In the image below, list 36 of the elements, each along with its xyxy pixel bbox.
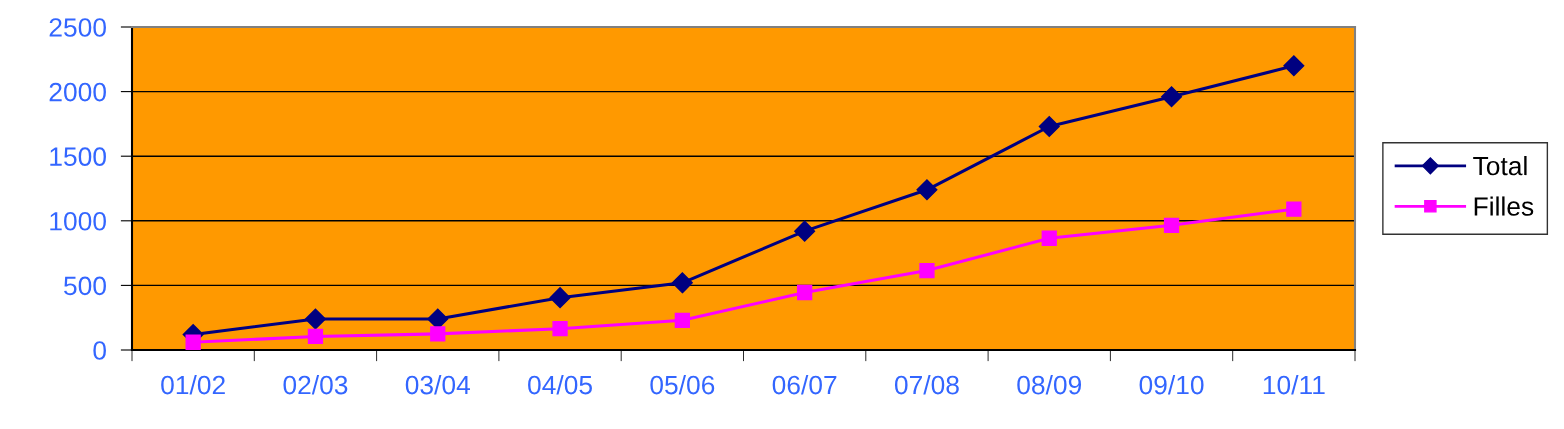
y-tick-label: 2000 bbox=[49, 82, 106, 102]
x-tick-label: 03/04 bbox=[405, 375, 470, 395]
point bbox=[307, 328, 324, 345]
x-tick-label: 06/07 bbox=[772, 375, 837, 395]
y-tick-label: 0 bbox=[93, 341, 106, 360]
point bbox=[185, 334, 201, 350]
point bbox=[1283, 55, 1305, 77]
point bbox=[671, 272, 693, 294]
legend-label: Total bbox=[1473, 155, 1527, 176]
x-tick-label: 01/02 bbox=[161, 375, 225, 395]
x-tick-label: 10/11 bbox=[1263, 375, 1325, 395]
point bbox=[1041, 230, 1057, 246]
x-tick-label: 08/09 bbox=[1017, 375, 1082, 395]
y-tick-label: 500 bbox=[64, 276, 106, 296]
x-tick-label: 02/03 bbox=[283, 375, 348, 395]
legend-label: Filles bbox=[1474, 196, 1534, 216]
point bbox=[430, 326, 446, 342]
x-tick-label: 09/10 bbox=[1139, 375, 1204, 395]
x-tick-label: 04/05 bbox=[528, 375, 592, 395]
point bbox=[916, 179, 938, 201]
point bbox=[1038, 115, 1060, 137]
x-tick-label: 05/06 bbox=[650, 375, 715, 395]
point bbox=[552, 321, 568, 337]
point bbox=[794, 220, 816, 242]
point bbox=[1161, 86, 1183, 108]
y-tick-label: 1500 bbox=[50, 147, 106, 167]
x-tick-label: 07/08 bbox=[894, 375, 959, 395]
point bbox=[1163, 217, 1180, 233]
point bbox=[1286, 201, 1302, 217]
point bbox=[919, 262, 935, 279]
point bbox=[674, 312, 690, 328]
point bbox=[549, 287, 571, 309]
point bbox=[304, 308, 326, 330]
y-tick-label: 1000 bbox=[50, 211, 106, 231]
y-tick-label: 2500 bbox=[49, 18, 106, 37]
point bbox=[797, 284, 813, 301]
